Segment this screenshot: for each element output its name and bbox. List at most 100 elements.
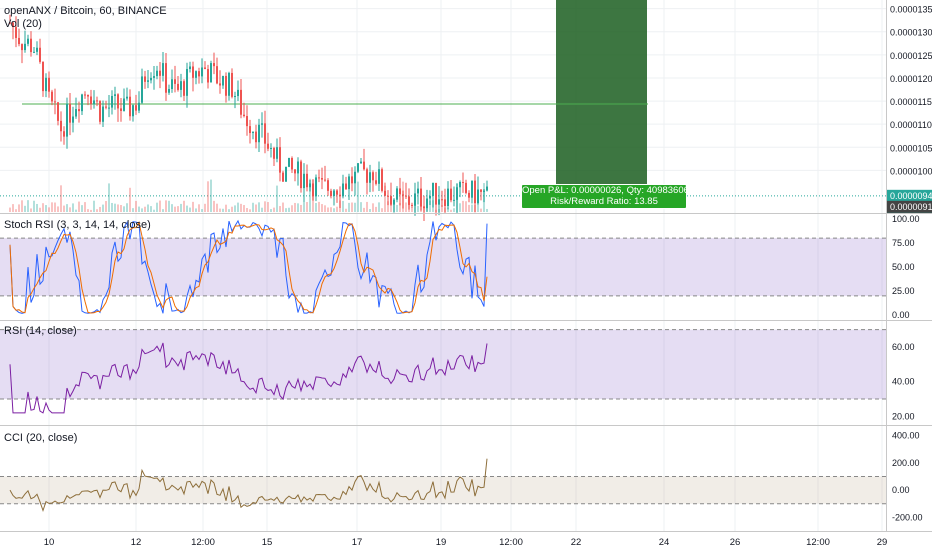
candle-body [144,76,146,82]
candle-body [24,43,26,51]
cci-label[interactable]: CCI (20, close) [4,432,78,444]
candle-body [255,131,257,143]
position-pnl-label[interactable]: Open P&L: 0.00000026, Qty: 409836065 Ris… [521,184,694,209]
volume-bar [189,207,191,212]
symbol-title[interactable]: openANX / Bitcoin, 60, BINANCE [4,5,167,17]
volume-bar [9,207,11,212]
volume-bar [321,204,323,212]
candle-body [129,96,131,117]
candle-body [249,126,251,134]
candle-body [360,161,362,164]
candle-body [93,100,95,104]
candle-body [213,63,215,67]
volume-bar [99,206,101,212]
volume-bar [21,200,23,212]
volume-bar [252,202,254,212]
volume-bar [33,200,35,212]
current-price-tag-bg [887,189,932,202]
volume-bar [36,203,38,212]
volume-bar [303,201,305,212]
volume-bar [468,204,470,212]
volume-bar [177,206,179,212]
volume-bar [138,206,140,212]
indicator-bands [0,237,886,505]
candle-body [198,71,200,77]
candle-body [354,171,356,184]
volume-bar [336,206,338,212]
candle-body [327,180,329,191]
volume-bar [75,209,77,212]
candle-body [240,89,242,115]
candle-body [87,94,89,97]
candle-body [462,181,464,183]
candle-body [30,38,32,53]
rsi-label[interactable]: RSI (14, close) [4,325,77,337]
volume-bar [174,206,176,212]
stoch-rsi-label[interactable]: Stoch RSI (3, 3, 14, 14, close) [4,219,151,231]
volume-bar [258,202,260,212]
candle-body [402,194,404,196]
candle-body [165,63,167,93]
position-zones [0,0,886,208]
volume-bar [309,178,311,212]
candle-body [132,105,134,117]
candle-body [120,108,122,111]
stop-price-tag-bg [887,200,932,213]
volume-bar [213,200,215,212]
volume-indicator-label[interactable]: Vol (20) [4,18,42,30]
volume-bar [87,209,89,212]
candle-body [183,81,185,96]
volume-bar [246,207,248,212]
volume-bar [168,200,170,212]
time-tick-label: 10 [44,537,55,548]
volume-bar [135,200,137,212]
candle-body [117,94,119,109]
stoch-tick-label: 50.00 [892,262,915,272]
grid-lines [0,0,886,531]
volume-bar [279,206,281,212]
volume-bar [165,200,167,212]
candle-body [258,124,260,143]
candle-body [228,72,230,96]
candle-body [285,166,287,182]
candle-body [102,106,104,122]
volume-bar [114,203,116,212]
candle-body [54,101,56,103]
volume-bar [228,209,230,212]
candle-body [138,102,140,111]
volume-bar [195,208,197,212]
candle-body [60,120,62,132]
volume-bar [318,201,320,212]
stop-price-tag: 0.00000919 [890,202,932,212]
candle-body [51,91,53,102]
volume-bar [480,208,482,212]
volume-bar [375,206,377,212]
volume-bar [171,204,173,212]
candle-body [408,196,410,205]
volume-bar [105,201,107,212]
volume-bar [243,205,245,212]
volume-bar [294,202,296,212]
cci-tick-label: -200.00 [892,512,923,522]
candle-body [192,66,194,78]
volume-bar [156,202,158,212]
candle-body [432,182,434,196]
volume-bar [219,208,221,212]
volume-bar [267,202,269,212]
candle-body [189,66,191,70]
volume-bar [276,185,278,212]
candle-body [18,37,20,45]
candle-body [57,102,59,121]
candle-body [321,178,323,180]
cci-line [9,458,488,513]
candle-body [162,63,164,76]
candle-body [303,173,305,189]
stoch-tick-label: 0.00 [892,310,910,320]
stoch-tick-label: 25.00 [892,286,915,296]
candle-body [216,66,218,84]
volume-bar [129,187,131,212]
